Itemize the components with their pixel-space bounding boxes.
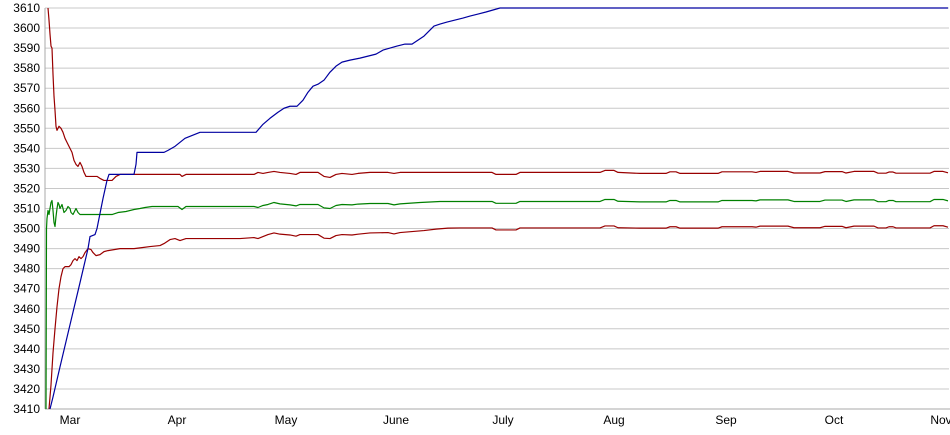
y-tick-label: 3430 <box>13 362 40 376</box>
y-tick-label: 3450 <box>13 322 40 336</box>
series-line-upper-bound <box>47 7 949 182</box>
y-tick-label: 3580 <box>13 61 40 75</box>
y-tick-label: 3550 <box>13 121 40 135</box>
y-tick-label: 3560 <box>13 101 40 115</box>
y-tick-label: 3510 <box>13 202 40 216</box>
y-tick-label: 3540 <box>13 141 40 155</box>
y-tick-label: 3610 <box>13 1 40 15</box>
y-tick-label: 3590 <box>13 41 40 55</box>
y-tick-label: 3440 <box>13 342 40 356</box>
series-line-lower-bound <box>48 225 949 410</box>
y-tick-label: 3600 <box>13 21 40 35</box>
x-tick-label: Nov <box>930 413 950 427</box>
x-tick-label: Mar <box>60 413 81 427</box>
y-tick-label: 3500 <box>13 222 40 236</box>
x-tick-label: July <box>492 413 513 427</box>
series-line-cumulative <box>49 7 948 410</box>
y-tick-label: 3530 <box>13 161 40 175</box>
y-tick-label: 3480 <box>13 262 40 276</box>
y-tick-label: 3520 <box>13 181 40 195</box>
y-tick-label: 3470 <box>13 282 40 296</box>
series-line-rating <box>45 198 949 410</box>
y-tick-label: 3460 <box>13 302 40 316</box>
x-tick-label: Sep <box>715 413 737 427</box>
x-tick-label: Apr <box>168 413 187 427</box>
x-tick-label: Aug <box>603 413 624 427</box>
y-tick-label: 3420 <box>13 382 40 396</box>
y-tick-label: 3490 <box>13 242 40 256</box>
x-tick-label: June <box>383 413 409 427</box>
y-tick-label: 3570 <box>13 81 40 95</box>
x-tick-label: Oct <box>825 413 844 427</box>
y-tick-label: 3410 <box>13 402 40 416</box>
x-tick-label: May <box>275 413 298 427</box>
